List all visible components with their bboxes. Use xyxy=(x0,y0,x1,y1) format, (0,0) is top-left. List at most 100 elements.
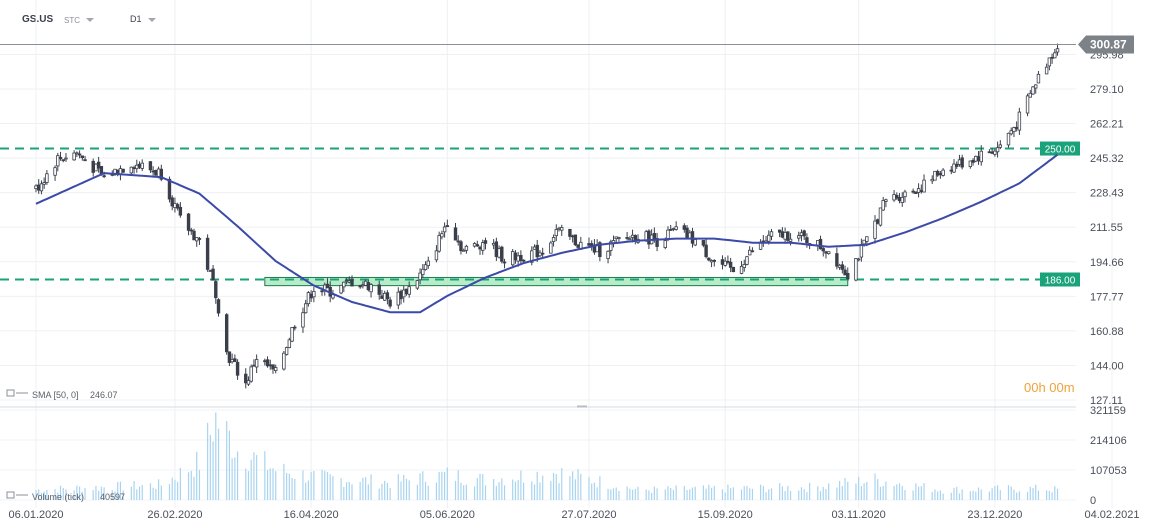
date-axis[interactable]: 06.01.2020 26.02.2020 16.04.2020 05.06.2020… xyxy=(8,509,1139,521)
volume-bar xyxy=(937,491,939,500)
candle xyxy=(290,327,294,343)
volume-bar xyxy=(177,481,179,500)
volume-bar xyxy=(1010,486,1012,500)
price-tick-label: 177.77 xyxy=(1090,291,1124,303)
candle xyxy=(777,229,782,238)
volume-bar xyxy=(958,493,961,500)
volume-bar xyxy=(942,493,944,500)
date-tick-label: 05.06.2020 xyxy=(420,509,475,521)
volume-bar xyxy=(40,492,43,500)
candle xyxy=(233,354,237,363)
price-axis[interactable]: 295.98279.10262.21245.32228.43211.55194.… xyxy=(1090,49,1124,407)
candle xyxy=(456,235,460,246)
volume-bar xyxy=(160,485,162,500)
candle xyxy=(140,159,144,172)
candle xyxy=(170,195,174,211)
last-price-text: 300.87 xyxy=(1090,37,1127,51)
candle xyxy=(821,246,825,257)
volume-bar xyxy=(38,489,40,500)
timeframe-label[interactable]: D1 xyxy=(130,14,142,24)
volume-bar xyxy=(664,489,666,500)
volume-bar xyxy=(648,490,650,500)
candle xyxy=(758,239,763,250)
candle xyxy=(532,244,537,250)
volume-bar xyxy=(495,486,497,500)
candle xyxy=(854,258,858,282)
candle xyxy=(175,202,180,211)
candle xyxy=(739,261,744,275)
candle xyxy=(404,288,409,296)
candle xyxy=(606,250,610,264)
candle xyxy=(573,234,578,247)
volume-bar xyxy=(694,486,696,500)
pane-resize-handle[interactable] xyxy=(577,405,587,408)
candle xyxy=(761,235,766,247)
candle xyxy=(843,265,847,276)
date-tick-label: 06.01.2020 xyxy=(8,509,63,521)
volume-bar xyxy=(326,472,329,500)
candle xyxy=(478,245,482,255)
volume-bar xyxy=(822,487,824,500)
candle xyxy=(77,150,82,159)
candle xyxy=(45,170,49,185)
sma-legend-label: SMA [50, 0] xyxy=(32,390,79,400)
candle xyxy=(369,283,373,298)
price-tick-label: 160.88 xyxy=(1090,326,1124,338)
instrument-type-label[interactable]: STC xyxy=(64,16,80,25)
volume-bar xyxy=(996,485,999,500)
candle xyxy=(669,224,673,231)
volume-bar xyxy=(141,485,143,500)
volume-bar xyxy=(190,470,192,500)
candle xyxy=(786,231,790,242)
support-zone[interactable] xyxy=(264,276,849,287)
level-label[interactable]: 250.00 xyxy=(1040,141,1080,156)
candle xyxy=(303,299,308,314)
volume-bar xyxy=(730,488,732,500)
volume-bar xyxy=(977,487,980,500)
chevron-down-icon[interactable] xyxy=(148,18,156,22)
candle xyxy=(892,190,896,202)
volume-bar xyxy=(593,482,596,500)
candle xyxy=(955,161,959,169)
volume-bar xyxy=(209,434,211,500)
volume-bar xyxy=(503,485,506,500)
volume-bar xyxy=(980,489,982,500)
volume-bar xyxy=(533,484,536,500)
volume-axis[interactable]: 321159 214106 107053 0 xyxy=(1090,405,1127,507)
candle xyxy=(306,291,311,307)
volume-legend[interactable]: Volume (tick) 40597 xyxy=(6,491,125,502)
candle xyxy=(745,255,749,266)
volume-bar xyxy=(915,483,917,500)
volume-bar xyxy=(351,484,353,500)
chevron-down-icon[interactable] xyxy=(86,18,94,22)
volume-bar xyxy=(324,470,326,500)
volume-bar xyxy=(828,483,830,500)
volume-bar xyxy=(751,488,754,500)
symbol-label[interactable]: GS.US xyxy=(22,14,54,25)
volume-bar xyxy=(403,474,405,500)
sma-legend[interactable]: SMA [50, 0] 246.07 xyxy=(6,389,118,400)
candle xyxy=(151,166,155,176)
candle xyxy=(116,169,120,177)
volume-bar xyxy=(572,471,574,500)
sma-settings-icon[interactable] xyxy=(6,389,15,397)
candle xyxy=(1055,43,1060,56)
volume-bar xyxy=(615,487,617,500)
volume-settings-icon[interactable] xyxy=(6,491,15,499)
level-label[interactable]: 186.00 xyxy=(1040,272,1080,287)
volume-bar xyxy=(683,486,685,500)
candle xyxy=(916,183,921,198)
candle xyxy=(491,239,496,250)
candle xyxy=(483,237,488,250)
volume-bar xyxy=(484,485,487,500)
candle xyxy=(1012,126,1016,138)
volume-bar xyxy=(269,468,271,500)
volume-bar xyxy=(231,458,233,500)
candle xyxy=(227,351,232,367)
candle xyxy=(208,269,213,272)
candle xyxy=(301,307,305,333)
volume-bar xyxy=(136,489,138,500)
candle xyxy=(246,376,251,386)
volume-bar xyxy=(473,486,476,500)
